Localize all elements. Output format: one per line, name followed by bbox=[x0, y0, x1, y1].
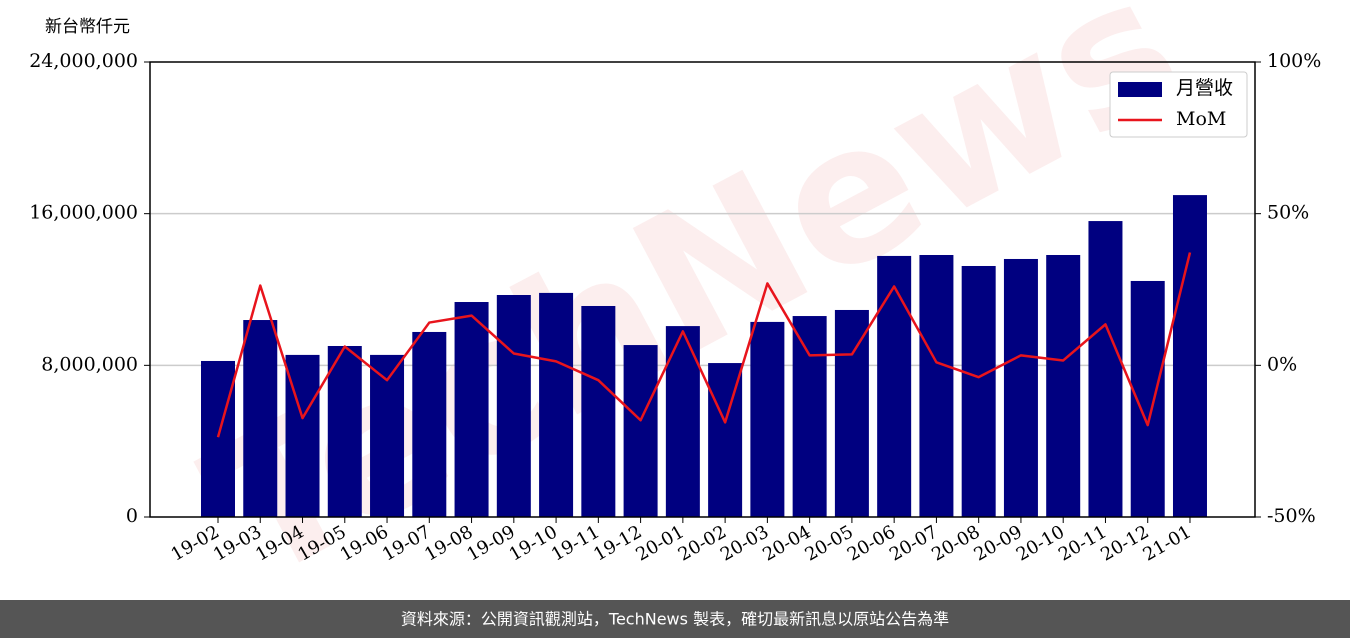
bar bbox=[243, 320, 278, 517]
bar bbox=[877, 255, 912, 517]
y-tick-label: 0 bbox=[126, 505, 138, 527]
bar bbox=[327, 345, 362, 517]
y-tick-label: 24,000,000 bbox=[29, 50, 138, 72]
bar bbox=[1003, 258, 1038, 517]
bar bbox=[1046, 254, 1081, 517]
line bbox=[216, 252, 1192, 438]
y2-tick-label: 100% bbox=[1267, 50, 1321, 72]
bar bbox=[539, 292, 574, 517]
footer-bar bbox=[0, 600, 1350, 638]
bar bbox=[834, 309, 869, 517]
bar bbox=[454, 302, 489, 517]
bar bbox=[919, 254, 954, 517]
bar bbox=[412, 331, 447, 517]
legend-label: MoM bbox=[1176, 108, 1226, 130]
plot-frame bbox=[149, 61, 1256, 518]
y2-tick-label: -50% bbox=[1267, 505, 1316, 527]
bar bbox=[201, 360, 235, 517]
bar bbox=[1088, 221, 1123, 517]
bar bbox=[750, 321, 785, 517]
legend-label: 月營收 bbox=[1176, 77, 1233, 99]
bar bbox=[1172, 195, 1207, 517]
y-axis-label: 新台幣仟元 bbox=[45, 17, 130, 37]
bar bbox=[792, 316, 827, 517]
legend-swatch bbox=[1118, 82, 1162, 97]
bar bbox=[496, 294, 531, 517]
y-tick-label: 8,000,000 bbox=[41, 353, 138, 375]
footer: 資料來源：公開資訊觀測站，TechNews 製表，確切最新訊息以原站公告為準 bbox=[401, 610, 949, 629]
bar bbox=[961, 265, 996, 517]
x-tick-label: 21-01 bbox=[1140, 521, 1195, 565]
bar bbox=[581, 305, 616, 517]
y2-tick-label: 50% bbox=[1267, 202, 1309, 224]
bar bbox=[623, 345, 658, 517]
y-tick-label: 16,000,000 bbox=[29, 202, 138, 224]
y2-tick-label: 0% bbox=[1267, 353, 1297, 375]
bar bbox=[370, 354, 405, 517]
